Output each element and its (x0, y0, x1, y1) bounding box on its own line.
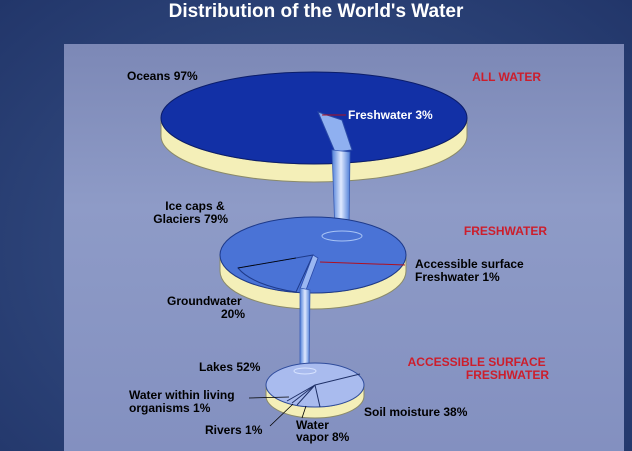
label-water-vapor: Water vapor 8% (296, 418, 350, 444)
section-title-accessible-surface-line2: FRESHWATER (466, 368, 549, 382)
section-title-all-water: ALL WATER (472, 70, 541, 84)
leader-organisms (248, 396, 290, 399)
slice-divider-soil-vapor (314, 384, 321, 408)
chart-title: Distribution of the World's Water (168, 1, 464, 22)
label-water-vapor-line1: Water (296, 418, 329, 432)
slice-freshwater (317, 111, 353, 153)
label-lakes: Lakes 52% (199, 360, 261, 374)
label-freshwater: Freshwater 3% (348, 108, 433, 122)
slice-groundwater (237, 254, 314, 293)
label-groundwater-line1: Groundwater (167, 294, 242, 308)
slice-oceans (160, 71, 468, 165)
pipe-splash-2 (293, 367, 317, 375)
label-water-vapor-line2: vapor 8% (296, 430, 350, 444)
slice-divider-lakes-soil (314, 373, 361, 386)
label-ice-caps-line1: Ice caps & (165, 199, 225, 213)
label-accessible-surface-line2: Freshwater 1% (415, 270, 500, 284)
label-ice-caps-line2: Glaciers 79% (153, 212, 228, 226)
connector-pipe-2 (299, 287, 311, 371)
section-title-freshwater: FRESHWATER (464, 224, 547, 238)
label-ice-caps: Ice caps & Glaciers 79% (153, 199, 228, 226)
section-title-accessible-surface: ACCESSIBLE SURFACE FRESHWATER (408, 355, 550, 382)
section-title-accessible-surface-line1: ACCESSIBLE SURFACE (408, 355, 546, 369)
label-accessible-surface-line1: Accessible surface (415, 257, 524, 271)
leader-accessible-surface (319, 261, 406, 266)
label-groundwater: Groundwater 20% (167, 294, 245, 321)
label-groundwater-line2: 20% (221, 307, 245, 321)
slice-divider-vapor-rivers (296, 384, 316, 406)
slice-divider-organisms-lakes (286, 384, 316, 402)
label-oceans: Oceans 97% (127, 69, 198, 83)
leader-vapor (301, 405, 307, 419)
label-soil-moisture: Soil moisture 38% (364, 405, 468, 419)
label-rivers: Rivers 1% (205, 423, 263, 437)
label-organisms-line2: organisms 1% (129, 401, 211, 415)
leader-rivers (269, 403, 294, 427)
tier2-disc (219, 216, 407, 310)
label-accessible-surface: Accessible surface Freshwater 1% (415, 257, 527, 284)
label-organisms: Water within living organisms 1% (129, 388, 238, 415)
tier1-disc (160, 71, 468, 183)
tier3-disc (265, 362, 365, 419)
label-organisms-line1: Water within living (129, 388, 235, 402)
slice-divider-rivers-organisms (291, 384, 316, 404)
pipe-splash (321, 230, 363, 242)
leader-groundwater (237, 257, 297, 269)
